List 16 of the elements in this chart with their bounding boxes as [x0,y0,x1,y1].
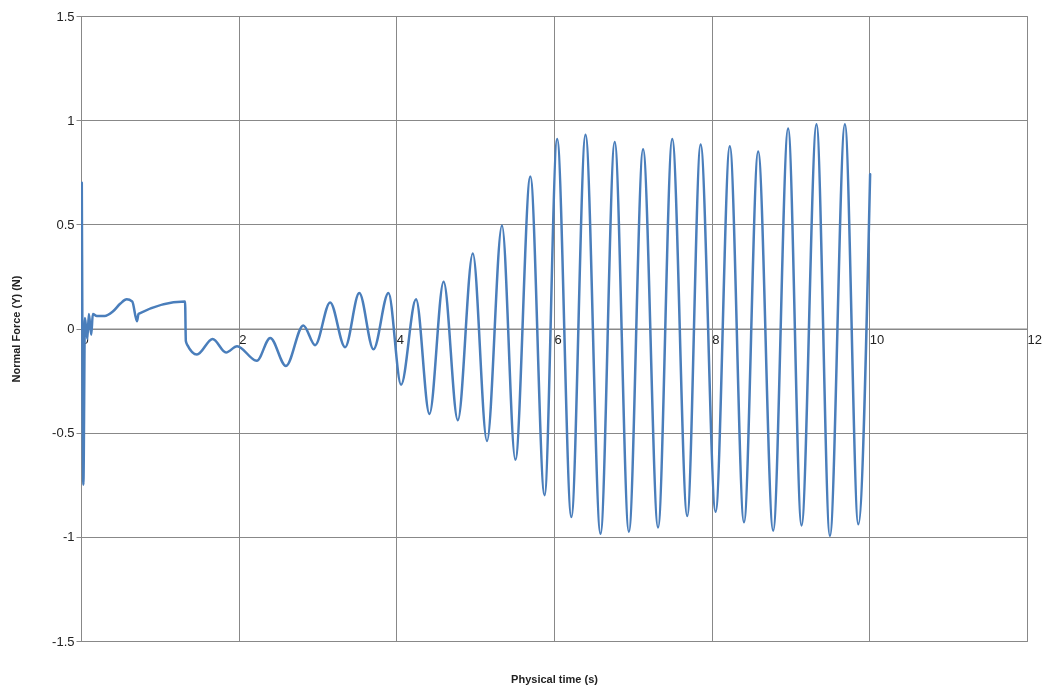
y-tick-label: 0 [67,321,75,336]
y-tick-label: -1 [62,529,75,545]
y-tick-label: -1.5 [52,633,75,649]
y-axis-title: Normal Force (Y) (N) [10,275,23,383]
x-tick-label: 10 [869,332,885,347]
y-tick-label: 1.5 [56,8,75,24]
y-tick-label: -0.5 [52,425,75,441]
x-tick-label: 2 [239,332,247,347]
line-series [81,123,872,538]
x-tick-label: 8 [712,332,720,347]
x-axis-title: Physical time (s) [511,672,599,685]
x-tick-label: 12 [1027,332,1042,347]
x-tick-label: 6 [554,332,562,347]
y-tick-label: 1 [67,112,75,128]
x-tick-label: 4 [396,332,405,347]
y-tick-label: 0.5 [56,216,75,232]
